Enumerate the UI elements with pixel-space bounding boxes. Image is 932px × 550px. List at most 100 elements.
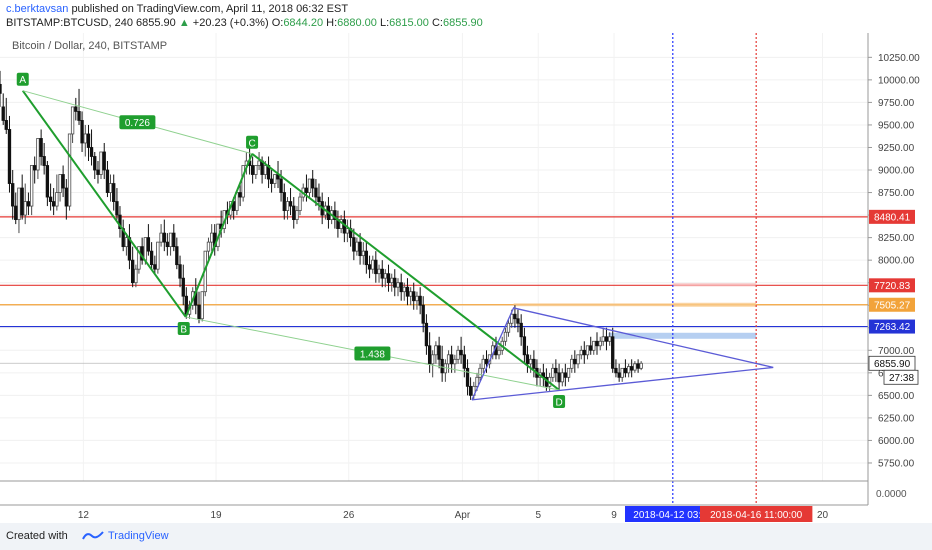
candle-body [345, 228, 350, 234]
candle-body [39, 138, 43, 157]
up-arrow-icon: ▲ [178, 17, 190, 29]
x-tick-label: 5 [535, 510, 541, 521]
candle-body [497, 349, 501, 356]
candle-body [263, 165, 267, 175]
pattern-point-marker[interactable] [246, 135, 259, 149]
abcd-pattern[interactable]: 0.726 1.438 A B C D [16, 72, 566, 409]
candle-body [399, 282, 403, 293]
ratio-box [119, 115, 156, 130]
candle-body [626, 366, 631, 374]
tradingview-logo-icon [82, 531, 104, 540]
candle-body [396, 282, 400, 288]
candle-body [118, 214, 122, 230]
blue-zone [608, 332, 757, 339]
candle-body [361, 250, 365, 257]
candle-body [415, 295, 419, 302]
candle-body [124, 237, 129, 248]
vertical-marker-tag [624, 506, 721, 522]
tradingview-brand-link[interactable]: TradingView [108, 530, 169, 542]
candle-body [639, 362, 643, 369]
candle-body [551, 367, 555, 378]
candle-body [380, 268, 384, 279]
publish-line: c.berktavsan published on TradingView.co… [6, 3, 348, 15]
candle-body [269, 178, 274, 184]
pattern-point-label: A [19, 75, 26, 86]
candle-body [630, 366, 634, 371]
chart-frame[interactable]: 0.726 1.438 A B C D 10250.00 10000.00 9750.00 95… [0, 33, 932, 523]
candle-body [358, 241, 362, 257]
candle-body [134, 268, 138, 284]
candle-body [143, 237, 148, 261]
candle-body [333, 210, 337, 220]
level-price-text: 7263.42 [874, 322, 911, 333]
close-label: C: [431, 17, 443, 29]
candle-body [386, 273, 391, 284]
candle-body [93, 156, 97, 171]
candle-body [563, 372, 568, 378]
pattern-leg[interactable] [21, 90, 187, 318]
candle-body [42, 156, 46, 166]
low-label: L: [379, 17, 390, 29]
y-tick-label: 5750.00 [878, 458, 915, 469]
price-axis[interactable] [868, 33, 932, 523]
level-price-text: 7505.27 [874, 300, 911, 311]
candle-body [462, 354, 466, 369]
candle-body [55, 192, 59, 207]
candle-body [475, 376, 479, 387]
candle-body [592, 340, 596, 351]
candle-body [279, 178, 283, 193]
candle-body [589, 345, 593, 351]
y-tick-label: 8250.00 [878, 233, 915, 244]
y-tick-label: 7000.00 [878, 346, 915, 357]
candle-body [288, 201, 293, 207]
pattern-leg[interactable] [184, 153, 253, 318]
candle-body [250, 165, 255, 175]
candle-body [377, 268, 381, 275]
candle-body [427, 345, 432, 365]
candle-body [405, 286, 410, 297]
candle-body [633, 363, 637, 371]
vertical-marker-label: 2018-04-12 03:00 [633, 510, 712, 521]
candle-body [168, 232, 173, 248]
pattern-point-marker[interactable] [553, 394, 566, 408]
candle-body [449, 354, 454, 365]
candle-body [11, 183, 15, 207]
candle-body [355, 241, 359, 252]
candle-body [579, 349, 583, 356]
candle-body [554, 367, 558, 374]
y-tick-label: 9000.00 [878, 166, 915, 177]
candle-body [576, 354, 580, 365]
candle-body [374, 259, 378, 275]
close-value: 6855.90 [442, 17, 483, 29]
candle-body [481, 358, 485, 369]
created-with-text: Created with [6, 530, 68, 542]
ratio-box [354, 346, 391, 361]
pattern-point-marker[interactable] [16, 72, 29, 86]
y-tick-label: 10250.00 [878, 53, 920, 64]
vertical-markers[interactable] [672, 33, 757, 505]
candle-body [61, 174, 65, 189]
x-tick-label: Apr [455, 510, 471, 521]
candle-body [197, 304, 201, 320]
candle-body [412, 291, 416, 302]
open-value: 6844.20 [283, 17, 324, 29]
candle-body [371, 259, 375, 270]
candle-body [314, 187, 318, 198]
candle-body [1, 106, 5, 121]
triangle-pattern[interactable] [471, 307, 774, 401]
y-tick-label: 9750.00 [878, 98, 915, 109]
candle-body [146, 237, 151, 252]
candle-body [108, 183, 113, 193]
candle-body [484, 358, 489, 365]
candle-body [506, 322, 511, 333]
pattern-leg[interactable] [251, 152, 560, 391]
triangle-outline[interactable] [471, 307, 774, 401]
candle-body [206, 241, 211, 252]
y-tick-label: 6000.00 [878, 436, 915, 447]
author-link[interactable]: c.berktavsan [6, 3, 69, 15]
pattern-point-marker[interactable] [177, 321, 190, 335]
candle-body [636, 363, 640, 369]
candle-body [175, 246, 179, 266]
